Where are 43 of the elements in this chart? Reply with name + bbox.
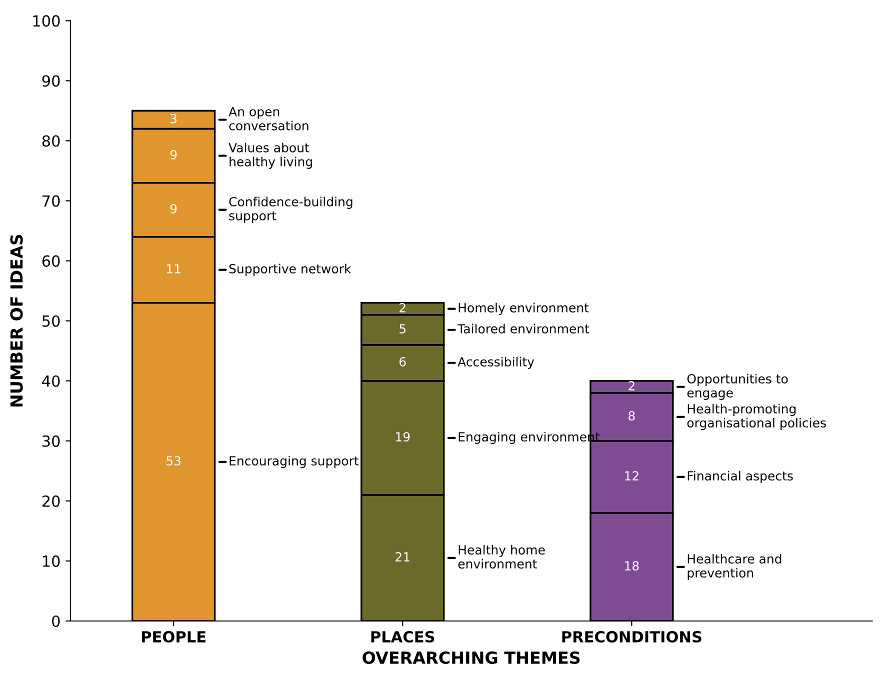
data-label: 11: [166, 264, 180, 274]
data-label: 18: [625, 561, 639, 571]
annotation: Financial aspects: [688, 470, 793, 483]
data-label: 9: [170, 150, 177, 160]
y-tick-label: 90: [42, 75, 60, 87]
x-tick-label: PLACES: [371, 630, 434, 643]
annotation: Homely environment: [458, 302, 589, 315]
y-tick-label: 10: [42, 555, 60, 567]
y-tick-label: 70: [42, 195, 60, 207]
annotation: Healthy home environment: [458, 544, 545, 569]
x-axis-title: OVERARCHING THEMES: [362, 651, 580, 664]
y-tick-label: 0: [52, 615, 60, 628]
annotation: Accessibility: [458, 356, 534, 369]
y-tick-label: 100: [33, 15, 60, 27]
annotation: Encouraging support: [230, 456, 359, 468]
data-label: 21: [396, 552, 410, 562]
y-tick-label: 20: [42, 495, 60, 507]
annotation: Healthcare and prevention: [688, 554, 782, 580]
data-label: 53: [166, 456, 181, 466]
data-label: 12: [625, 471, 638, 480]
y-tick-label: 60: [42, 255, 60, 267]
data-label: 2: [628, 381, 634, 390]
data-label: 2: [400, 303, 406, 312]
annotation: Values about healthy living: [228, 142, 312, 169]
data-label: 3: [170, 114, 177, 124]
data-label: 8: [628, 411, 635, 421]
y-axis-title: NUMBER OF IDEAS: [10, 234, 23, 407]
annotation: Opportunities to engage: [687, 374, 788, 400]
data-label: 9: [170, 204, 177, 214]
x-tick-label: PRECONDITIONS: [562, 630, 702, 643]
data-label: 5: [400, 324, 406, 334]
y-tick-label: 80: [42, 135, 60, 147]
annotation: Tailored environment: [458, 324, 590, 334]
data-label: 6: [400, 357, 406, 366]
y-tick-label: 40: [42, 375, 60, 387]
data-label: 19: [396, 432, 410, 442]
annotation: Supportive network: [229, 264, 352, 276]
annotation: Confidence-building support: [229, 196, 352, 223]
annotation: An open conversation: [228, 107, 308, 130]
y-tick-label: 50: [42, 315, 60, 327]
x-tick-label: PEOPLE: [142, 630, 206, 643]
y-tick-label: 30: [42, 435, 60, 447]
annotation: Health-promoting organisational policies: [687, 404, 826, 430]
